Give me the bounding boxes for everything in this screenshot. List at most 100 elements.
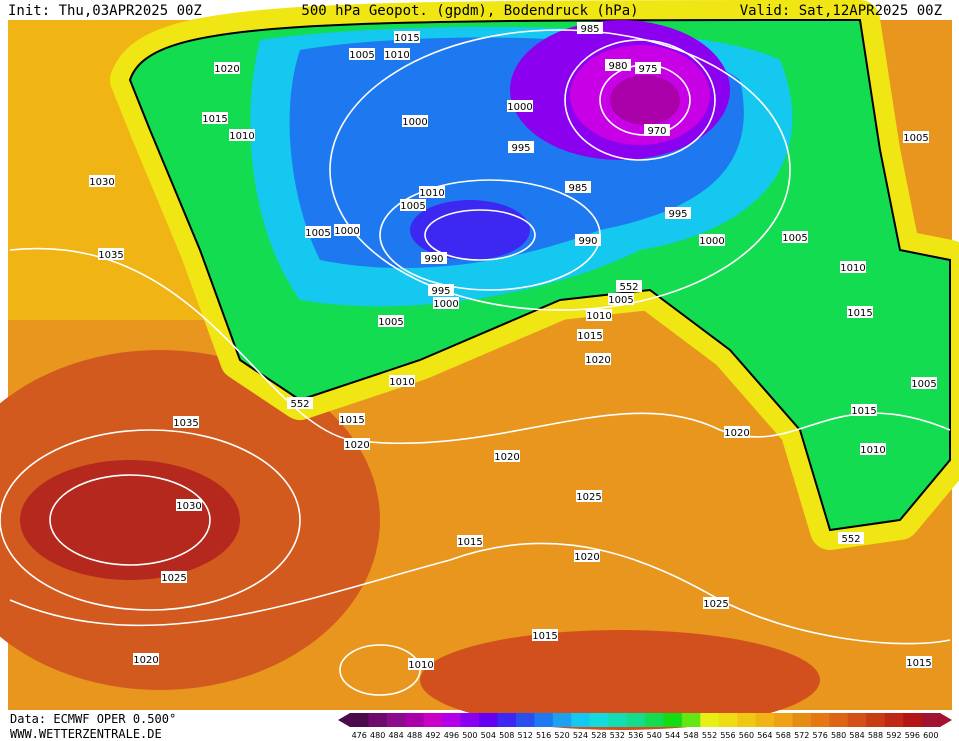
isobar-label-box (339, 413, 365, 425)
isobar-label-box (574, 550, 600, 562)
colorbar-label: 552 (702, 731, 717, 740)
colorbar-label: 568 (776, 731, 791, 740)
isobar-label: 1010 (419, 188, 444, 199)
colorbar-label: 512 (518, 731, 533, 740)
isobar-label: 1015 (851, 406, 876, 417)
isobar-label: 1030 (89, 177, 114, 188)
colorbar-swatch (810, 713, 830, 727)
isobar-label-box (334, 224, 360, 236)
isobar-label-box (229, 129, 255, 141)
isobar-label: 1010 (840, 263, 865, 274)
isobar-label-box (906, 656, 932, 668)
colorbar-swatch (608, 713, 628, 727)
isobar-label-box (378, 315, 404, 327)
isobar-label-box (89, 175, 115, 187)
colorbar-label: 564 (757, 731, 772, 740)
isobar-label-box (565, 181, 591, 193)
isobar-label-box (575, 234, 601, 246)
isobar-label: 1030 (176, 501, 201, 512)
data-source: Data: ECMWF OPER 0.500° (10, 712, 176, 726)
isobar-label-box (428, 284, 454, 296)
isobar-label-box (577, 22, 603, 34)
colorbar-swatch (442, 713, 462, 727)
isobar-label: 1005 (782, 233, 807, 244)
colorbar-swatch (663, 713, 683, 727)
colorbar-label: 480 (370, 731, 385, 740)
init-time: Init: Thu,03APR2025 00Z (8, 3, 202, 19)
isobar-label-box (644, 124, 670, 136)
isobar-label: 990 (424, 254, 443, 265)
colorbar-label: 576 (813, 731, 828, 740)
colorbar-label: 500 (462, 731, 477, 740)
isobar-label: 1010 (384, 50, 409, 61)
isobar-label-box (202, 112, 228, 124)
isobar-label-box (840, 261, 866, 273)
map-title: 500 hPa Geopot. (gpdm), Bodendruck (hPa) (301, 3, 638, 19)
isobar-label: 552 (619, 282, 638, 293)
isobar-label-box (532, 629, 558, 641)
colorbar-label: 492 (425, 731, 440, 740)
isobar-label-box (860, 443, 886, 455)
colorbar-swatch (681, 713, 701, 727)
isobar-label: 1020 (133, 655, 158, 666)
isobar-label-box (605, 59, 631, 71)
isobar-label-box (305, 226, 331, 238)
isobar-label-box (176, 499, 202, 511)
colorbar-label: 592 (886, 731, 901, 740)
isobar-label: 1010 (389, 377, 414, 388)
colorbar-label: 476 (352, 731, 367, 740)
colorbar-label: 596 (905, 731, 920, 740)
isobar-label: 1020 (724, 428, 749, 439)
isobar-label: 1015 (339, 415, 364, 426)
isobar-label-box (133, 653, 159, 665)
colorbar-swatch (792, 713, 812, 727)
isobar-label-box (586, 309, 612, 321)
isobar-label-box (703, 597, 729, 609)
isobar-label: 985 (580, 24, 599, 35)
colorbar-label: 508 (499, 731, 514, 740)
colorbar-label: 488 (407, 731, 422, 740)
colorbar-label: 544 (665, 731, 680, 740)
isobar-label: 1005 (378, 317, 403, 328)
isobar-label: 980 (608, 61, 627, 72)
isobar-label-box (419, 186, 445, 198)
isobar-label: 1000 (699, 236, 724, 247)
colorbar-swatch (700, 713, 720, 727)
isobar-label: 1020 (494, 452, 519, 463)
isobar-label: 995 (668, 209, 687, 220)
isobar-label-box (724, 426, 750, 438)
colorbar-swatch (368, 713, 388, 727)
isobar-label-box (214, 62, 240, 74)
isobar-label: 1000 (402, 117, 427, 128)
colorbar-label: 560 (739, 731, 754, 740)
isobar-label: 1010 (229, 131, 254, 142)
isobar-label-box (161, 571, 187, 583)
isobar-label-box (349, 48, 375, 60)
colorbar-label: 528 (591, 731, 606, 740)
isobar-label: 990 (578, 236, 597, 247)
colorbar-label: 600 (923, 731, 938, 740)
colorbar-swatch (921, 713, 941, 727)
colorbar-label: 588 (868, 731, 883, 740)
isobar-label: 1010 (586, 311, 611, 322)
isobar-label-box (402, 115, 428, 127)
isobar-label: 1015 (202, 114, 227, 125)
isobar-label: 1005 (608, 295, 633, 306)
isobar-label: 1000 (334, 226, 359, 237)
isobar-label: 1010 (860, 445, 885, 456)
isobar-label: 1015 (457, 537, 482, 548)
colorbar-swatch (866, 713, 886, 727)
isobar-label: 975 (638, 64, 657, 75)
isobar-label-box (400, 199, 426, 211)
isobar-label: 1035 (173, 418, 198, 429)
site-name: WWW.WETTERZENTRALE.DE (10, 727, 162, 741)
isobar-label-box (408, 658, 434, 670)
isobar-label: 1025 (576, 492, 601, 503)
isobar-label-box (457, 535, 483, 547)
colorbar-label: 504 (481, 731, 496, 740)
isobar-label: 1010 (408, 660, 433, 671)
colorbar-swatch (645, 713, 664, 727)
isobar-label-box (576, 490, 602, 502)
